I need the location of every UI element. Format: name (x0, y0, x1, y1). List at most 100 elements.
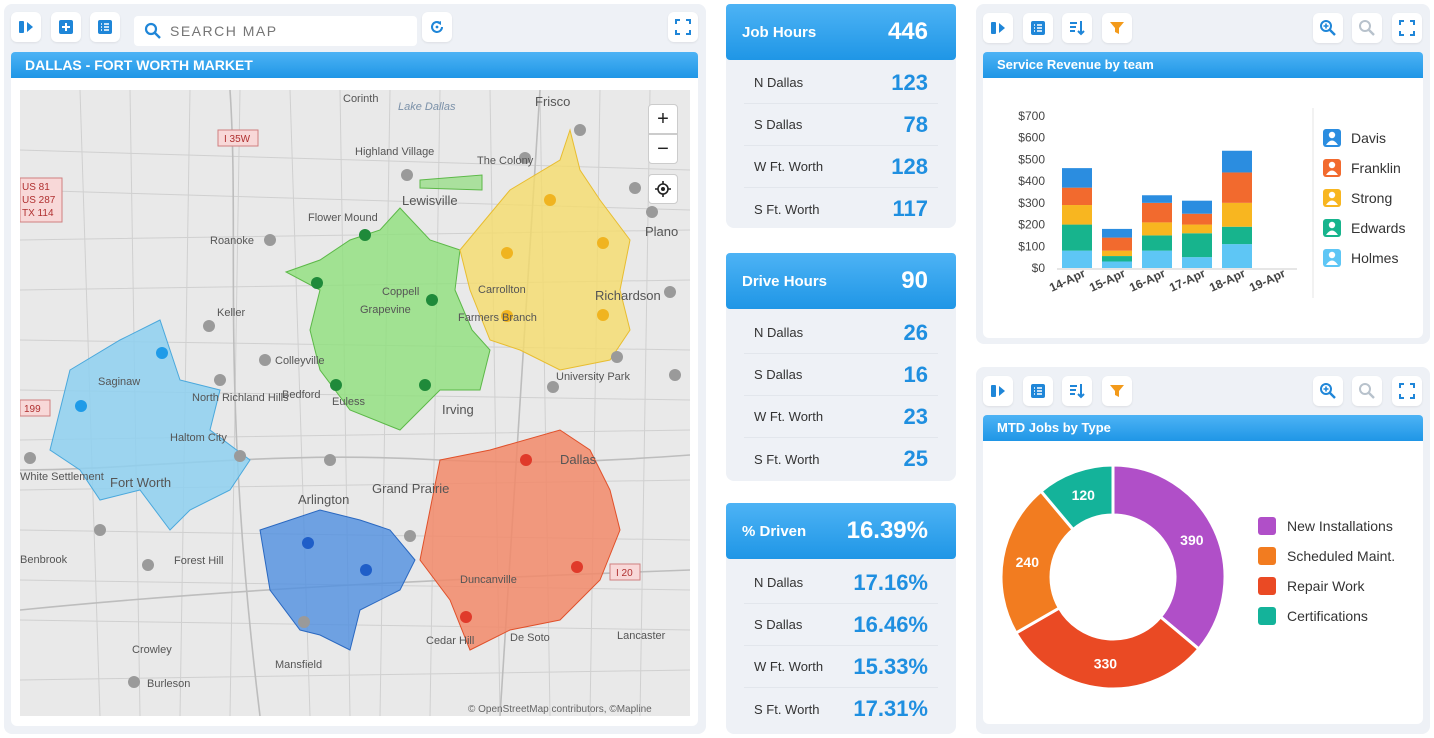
jobs-donut-chart: 390 330 240 120 New Installations Scheduled M… (999, 463, 1395, 691)
kpi-row: W Ft. Worth 128 (744, 146, 938, 188)
kpi-row-label: W Ft. Worth (754, 659, 824, 674)
legend-item[interactable]: Edwards (1323, 219, 1405, 237)
y-tick-label: $100 (1018, 239, 1045, 253)
list-view-button[interactable] (90, 12, 120, 42)
legend-item[interactable]: Holmes (1323, 249, 1398, 267)
bar-segment[interactable] (1062, 205, 1092, 225)
bar-segment[interactable] (1182, 233, 1212, 258)
bar-segment[interactable] (1182, 200, 1212, 214)
kpi-title: Job Hours (742, 23, 817, 41)
bar-segment[interactable] (1102, 256, 1132, 262)
bar-segment[interactable] (1182, 213, 1212, 225)
list-view-button[interactable] (1023, 13, 1053, 43)
add-button[interactable] (51, 12, 81, 42)
bar-segment[interactable] (1222, 244, 1252, 268)
locate-button[interactable] (648, 174, 678, 204)
search-map[interactable] (134, 16, 417, 46)
bar-segment[interactable] (1062, 250, 1092, 268)
bar-segment[interactable] (1062, 168, 1092, 188)
place-label: Dallas (560, 452, 597, 467)
place-label: Roanoke (210, 235, 254, 247)
map-view[interactable]: I 35W US 81 US 287 TX 114 199 I 20 Frisc… (11, 78, 698, 726)
filter-icon (1110, 22, 1124, 34)
person-icon-head (1328, 191, 1336, 199)
territory-northwest-green[interactable] (284, 207, 491, 431)
legend-item[interactable]: Strong (1323, 189, 1392, 207)
territory-north-yellow[interactable] (459, 128, 631, 371)
bar-segment[interactable] (1142, 222, 1172, 236)
sort-button[interactable] (1062, 376, 1092, 406)
donut-slice[interactable] (1013, 605, 1201, 691)
legend-item[interactable]: Repair Work (1258, 577, 1366, 595)
person-icon-head (1328, 251, 1336, 259)
bar-segment[interactable] (1102, 228, 1132, 238)
place-label: Duncanville (460, 574, 517, 586)
bar-segment[interactable] (1062, 187, 1092, 206)
kpi-column: Job Hours 446 N Dallas 123 S Dallas 78 W Ft… (726, 4, 956, 734)
zoom-in-chart-button[interactable] (1313, 13, 1343, 43)
fullscreen-button[interactable] (668, 12, 698, 42)
bar-segment[interactable] (1142, 202, 1172, 223)
bar-segment[interactable] (1102, 250, 1132, 257)
donut-slice[interactable] (1038, 463, 1115, 532)
bar-segment[interactable] (1142, 235, 1172, 251)
bar-segment[interactable] (1142, 250, 1172, 268)
filter-button[interactable] (1102, 13, 1132, 43)
kpi-total: 90 (901, 267, 928, 294)
legend-label: Davis (1351, 130, 1386, 146)
place-label: Arlington (298, 492, 349, 507)
legend-item[interactable]: Scheduled Maint. (1258, 547, 1395, 565)
x-tick-label: 14-Apr (1047, 266, 1088, 295)
y-tick-label: $300 (1018, 196, 1045, 210)
legend-label: Certifications (1287, 608, 1368, 624)
map-canvas[interactable]: I 35W US 81 US 287 TX 114 199 I 20 Frisc… (20, 90, 690, 716)
bar-segment[interactable] (1142, 195, 1172, 203)
bar-segment[interactable] (1182, 257, 1212, 268)
legend-item[interactable]: New Installations (1258, 517, 1393, 535)
territory-south-red[interactable] (419, 429, 621, 651)
sidebar-toggle-button[interactable] (11, 12, 41, 42)
shield-tx114: TX 114 (22, 208, 54, 219)
filter-button[interactable] (1102, 376, 1132, 406)
zoom-in-chart-button[interactable] (1313, 376, 1343, 406)
y-tick-label: $200 (1018, 218, 1045, 232)
bar-segment[interactable] (1222, 202, 1252, 227)
fullscreen-button[interactable] (1392, 13, 1422, 43)
territory-southwest-blue[interactable] (259, 509, 416, 651)
bar-segment[interactable] (1222, 172, 1252, 203)
sidebar-toggle-button[interactable] (983, 376, 1013, 406)
zoom-out-chart-button[interactable] (1352, 376, 1382, 406)
bar-segment[interactable] (1222, 150, 1252, 173)
zoom-in-button[interactable]: + (648, 104, 678, 134)
fullscreen-button[interactable] (1392, 376, 1422, 406)
sidebar-toggle-button[interactable] (983, 13, 1013, 43)
revenue-bar-chart: $0 $100 $200 $300 $400 $500 $600 $700 14-Apr 15-A… (1018, 108, 1405, 298)
zoom-out-chart-button[interactable] (1352, 13, 1382, 43)
jobs-panel: MTD Jobs by Type 390 330 240 120 New Install… (976, 367, 1430, 734)
refresh-button[interactable] (422, 12, 452, 42)
kpi-row: S Dallas 16 (744, 354, 938, 396)
place-label: Irving (442, 402, 474, 417)
kpi-row-label: S Dallas (754, 367, 803, 382)
x-tick-label: 16-Apr (1127, 266, 1168, 295)
revenue-title: Service Revenue by team (983, 52, 1423, 78)
bar-segment[interactable] (1102, 261, 1132, 268)
donut-slice[interactable] (1111, 463, 1227, 652)
jobs-title: MTD Jobs by Type (983, 415, 1423, 441)
legend-item[interactable]: Certifications (1258, 607, 1368, 625)
sort-button[interactable] (1062, 13, 1092, 43)
legend-item[interactable]: Davis (1323, 129, 1386, 147)
kpi-row: S Dallas 78 (744, 104, 938, 146)
bar-segment[interactable] (1102, 237, 1132, 251)
bar-segment[interactable] (1222, 226, 1252, 245)
territory-west-blue[interactable] (49, 319, 251, 531)
list-view-button[interactable] (1023, 376, 1053, 406)
legend-item[interactable]: Franklin (1323, 159, 1401, 177)
zoom-out-button[interactable]: − (648, 134, 678, 164)
search-input[interactable] (170, 23, 390, 39)
person-icon-head (1328, 131, 1336, 139)
list-icon (1031, 21, 1045, 35)
bar-segment[interactable] (1062, 224, 1092, 251)
territory-north-green-top[interactable] (419, 174, 483, 191)
bar-segment[interactable] (1182, 224, 1212, 234)
